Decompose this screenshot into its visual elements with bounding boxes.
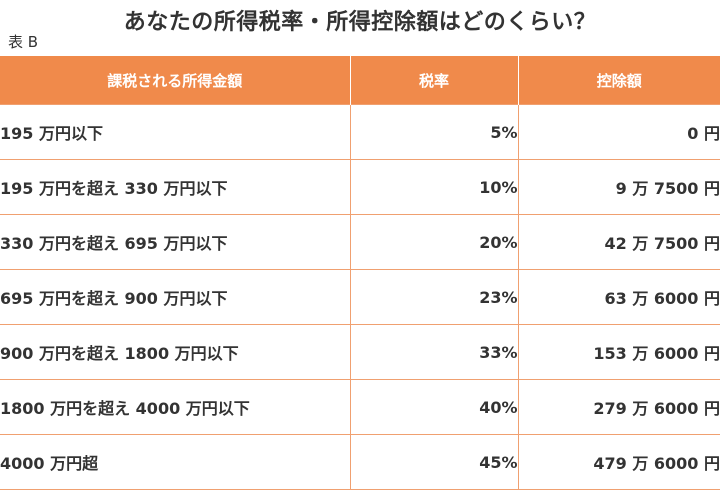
table-row: 1800 万円を超え 4000 万円以下 40% 279 万 6000 円 xyxy=(0,379,720,435)
tax-rate-cell: 5% xyxy=(349,104,519,160)
deduction-cell: 63 万 6000 円 xyxy=(517,269,720,325)
table-row: 195 万円を超え 330 万円以下 10% 9 万 7500 円 xyxy=(0,159,720,215)
tax-rate-cell: 40% xyxy=(349,379,519,435)
table-row: 695 万円を超え 900 万円以下 23% 63 万 6000 円 xyxy=(0,269,720,325)
table-label: 表 B xyxy=(8,33,39,51)
deduction-cell: 42 万 7500 円 xyxy=(517,214,720,270)
header-income: 課税される所得金額 xyxy=(0,56,351,105)
deduction-cell: 279 万 6000 円 xyxy=(517,379,720,435)
table-row: 330 万円を超え 695 万円以下 20% 42 万 7500 円 xyxy=(0,214,720,270)
tax-rate-cell: 10% xyxy=(349,159,519,215)
deduction-cell: 0 円 xyxy=(517,104,720,160)
income-range-cell: 195 万円を超え 330 万円以下 xyxy=(0,159,351,215)
table-row: 4000 万円超 45% 479 万 6000 円 xyxy=(0,434,720,490)
income-range-cell: 330 万円を超え 695 万円以下 xyxy=(0,214,351,270)
table-header-row: 課税される所得金額 税率 控除額 xyxy=(0,56,720,105)
tax-rate-table: 課税される所得金額 税率 控除額 195 万円以下 5% 0 円 195 万円を… xyxy=(0,56,720,490)
deduction-cell: 153 万 6000 円 xyxy=(517,324,720,380)
tax-rate-cell: 45% xyxy=(349,434,519,490)
income-range-cell: 195 万円以下 xyxy=(0,104,351,160)
deduction-cell: 9 万 7500 円 xyxy=(517,159,720,215)
income-range-cell: 900 万円を超え 1800 万円以下 xyxy=(0,324,351,380)
page-title: あなたの所得税率・所得控除額はどのくらい？ xyxy=(123,10,597,35)
income-range-cell: 695 万円を超え 900 万円以下 xyxy=(0,269,351,325)
header-rate: 税率 xyxy=(349,56,519,105)
income-range-cell: 4000 万円超 xyxy=(0,434,351,490)
tax-rate-cell: 20% xyxy=(349,214,519,270)
table-row: 900 万円を超え 1800 万円以下 33% 153 万 6000 円 xyxy=(0,324,720,380)
tax-rate-cell: 33% xyxy=(349,324,519,380)
deduction-cell: 479 万 6000 円 xyxy=(517,434,720,490)
income-range-cell: 1800 万円を超え 4000 万円以下 xyxy=(0,379,351,435)
tax-rate-cell: 23% xyxy=(349,269,519,325)
header-deduction: 控除額 xyxy=(517,56,720,105)
table-row: 195 万円以下 5% 0 円 xyxy=(0,104,720,160)
